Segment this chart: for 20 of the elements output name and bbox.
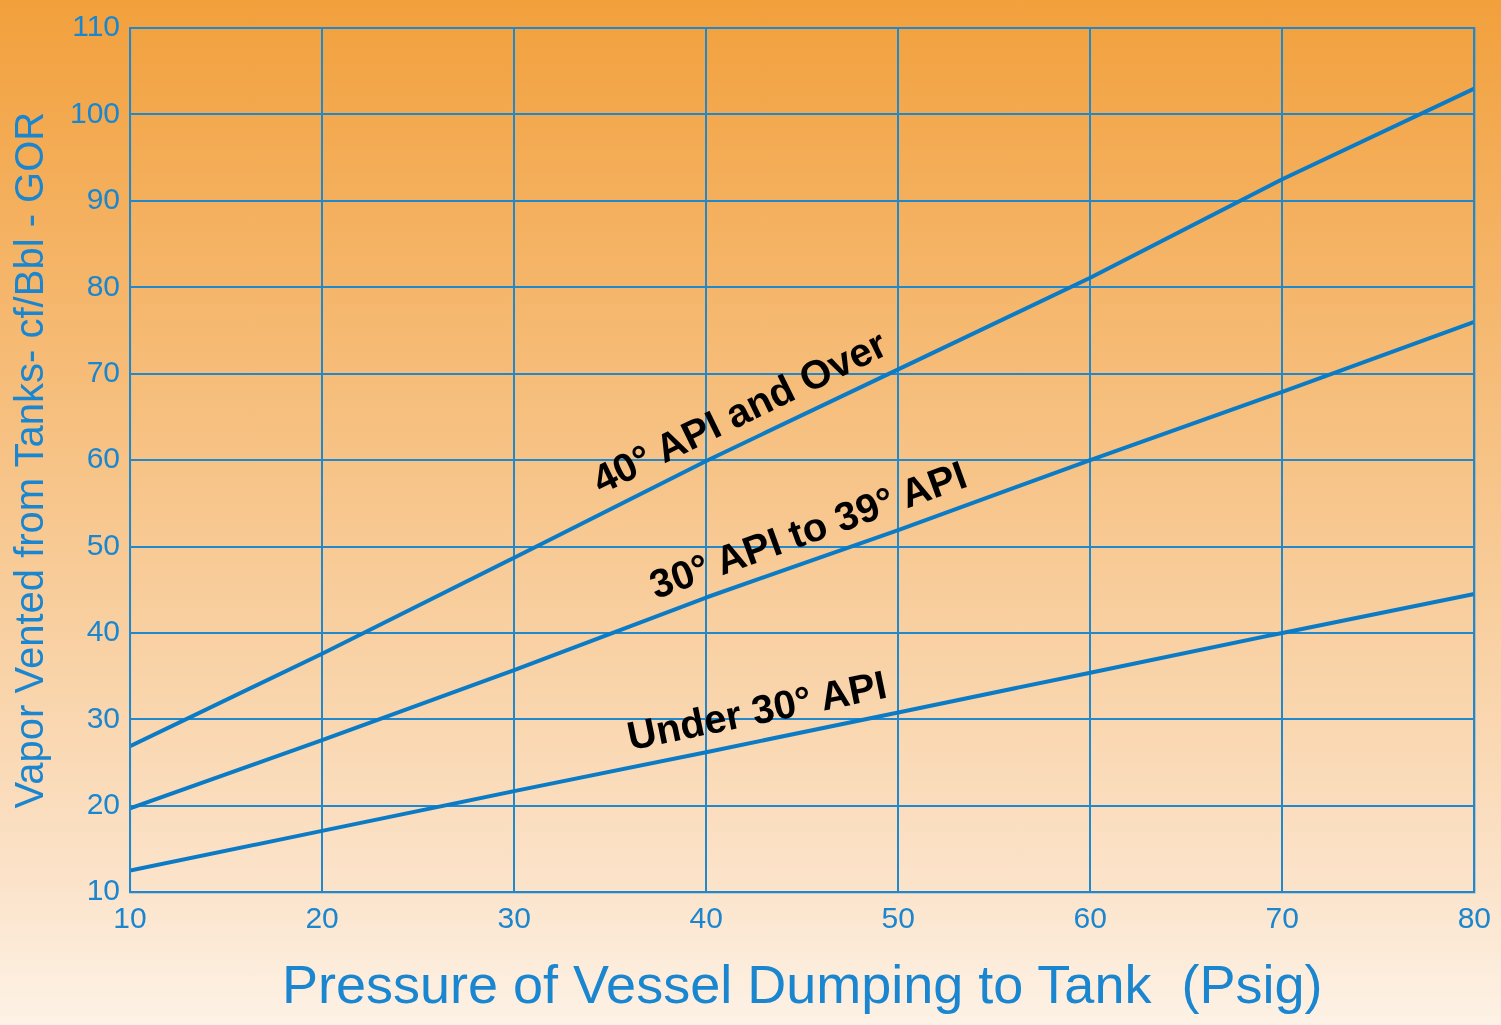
y-tick-label: 60 xyxy=(86,441,121,475)
text: Under 30° API xyxy=(623,661,891,759)
x-tick-label: 50 xyxy=(881,901,915,935)
x-tick-label: 70 xyxy=(1265,901,1299,935)
x-tick-label: 40 xyxy=(689,901,723,935)
y-tick-label: 90 xyxy=(86,182,121,216)
x-tick-label: 30 xyxy=(497,901,531,935)
y-tick-label: 70 xyxy=(86,354,121,388)
y-tick-label: 50 xyxy=(86,527,121,561)
x-tick-label: 80 xyxy=(1457,901,1491,935)
y-axis-title: Vapor Vented from Tanks- cf/Bbl - GOR xyxy=(7,111,52,809)
x-tick-label: 20 xyxy=(305,901,339,935)
y-tick-label: 80 xyxy=(86,268,121,302)
y-tick-label: 40 xyxy=(86,614,121,648)
x-tick-label: 60 xyxy=(1073,901,1107,935)
y-tick-label: 100 xyxy=(69,95,121,129)
y-tick-label: 20 xyxy=(86,787,121,821)
y-tick-label: 110 xyxy=(72,9,121,43)
x-axis-title: Pressure of Vessel Dumping to Tank (Psig) xyxy=(281,954,1323,1015)
y-tick-label: 30 xyxy=(86,700,121,734)
